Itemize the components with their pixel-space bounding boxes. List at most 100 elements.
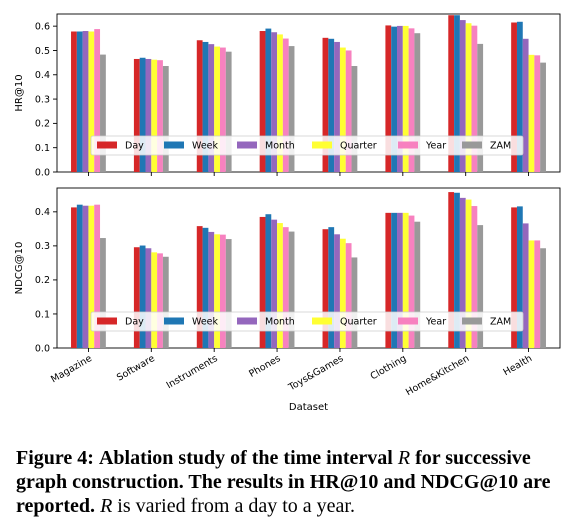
bar-month bbox=[82, 31, 89, 173]
bar-year bbox=[157, 253, 163, 348]
bar-week bbox=[328, 38, 335, 172]
legend-label-quarter: Quarter bbox=[340, 317, 377, 328]
x-tick-label: Instruments bbox=[165, 353, 220, 391]
bar-quarter bbox=[339, 238, 346, 348]
legend: Day Week Month Quarter Year ZAM bbox=[90, 311, 524, 332]
bar-quarter bbox=[277, 223, 283, 348]
legend-swatch-day bbox=[97, 317, 117, 325]
bar-zam bbox=[351, 66, 358, 172]
bar-day bbox=[511, 22, 517, 173]
y-tick-label: 0.1 bbox=[35, 309, 50, 320]
bar-quarter bbox=[88, 205, 95, 348]
caption-text-1: Ablation study of the time interval bbox=[98, 447, 393, 469]
y-tick-label: 0.2 bbox=[35, 119, 50, 130]
y-tick-label: 0.5 bbox=[35, 46, 50, 57]
bar-zam bbox=[225, 239, 232, 348]
bar-day bbox=[71, 207, 77, 348]
bar-quarter bbox=[528, 54, 535, 172]
legend-swatch-quarter bbox=[312, 317, 332, 325]
figure: 0.0 0.1 0.2 0.3 0.4 0.5 0.6 HR@10 Day Week Month Qu… bbox=[14, 13, 561, 413]
bar-week bbox=[391, 26, 398, 172]
bar-zam bbox=[540, 248, 546, 348]
bar-week bbox=[328, 227, 335, 348]
bar-zam bbox=[225, 51, 232, 172]
plot-frame bbox=[56, 13, 561, 173]
bar-week bbox=[454, 192, 460, 348]
legend-swatch-zam bbox=[462, 317, 482, 325]
bar-zam bbox=[288, 231, 295, 348]
bar-day bbox=[322, 37, 329, 173]
bar-year bbox=[534, 55, 541, 173]
bar-quarter bbox=[277, 34, 283, 173]
bar-day bbox=[71, 31, 77, 172]
legend-label-day: Day bbox=[125, 141, 144, 152]
bar-quarter bbox=[214, 46, 220, 172]
plot-frame bbox=[56, 187, 561, 349]
bar-week bbox=[139, 245, 146, 348]
caption-text-2: for successive graph construction. The r… bbox=[16, 447, 551, 517]
legend-label-zam: ZAM bbox=[490, 141, 511, 152]
bar-month bbox=[334, 41, 340, 173]
bar-week bbox=[454, 15, 460, 173]
legend-box bbox=[90, 135, 524, 156]
bar-year bbox=[282, 38, 289, 173]
bar-zam bbox=[100, 238, 106, 348]
bar-week bbox=[265, 214, 272, 348]
bar-month bbox=[522, 38, 529, 172]
y-tick-label: 0.0 bbox=[35, 343, 50, 354]
bar-week bbox=[139, 57, 146, 172]
legend-swatch-week bbox=[164, 141, 184, 149]
bar-day bbox=[133, 247, 140, 348]
bar-quarter bbox=[402, 212, 409, 348]
bar-week bbox=[516, 21, 523, 173]
legend: Day Week Month Quarter Year ZAM bbox=[90, 135, 524, 156]
legend-label-week: Week bbox=[192, 317, 219, 328]
bar-zam bbox=[162, 66, 169, 172]
legend-label-week: Week bbox=[192, 141, 219, 152]
bar-zam bbox=[288, 46, 295, 173]
chart-panel-1: 0.0 0.1 0.2 0.3 0.4 0.5 0.6 HR@10 Day Week Month Qu… bbox=[14, 13, 561, 178]
bar-month bbox=[82, 205, 89, 348]
bar-week bbox=[76, 204, 83, 348]
x-tick-label: Software bbox=[115, 353, 157, 384]
bar-day bbox=[322, 229, 329, 348]
bar-year bbox=[471, 206, 478, 348]
x-tick-label: Home&Kitchen bbox=[404, 353, 471, 398]
y-tick-label: 0.3 bbox=[35, 94, 50, 105]
legend-swatch-month bbox=[237, 317, 257, 325]
bar-year bbox=[94, 29, 101, 172]
caption-variable-2: R bbox=[100, 495, 113, 517]
bar-month bbox=[208, 44, 215, 172]
bar-day bbox=[259, 216, 266, 348]
legend-swatch-month bbox=[237, 141, 257, 149]
bar-year bbox=[471, 25, 478, 172]
legend-label-year: Year bbox=[425, 317, 446, 328]
bar-zam bbox=[414, 221, 421, 348]
bar-week bbox=[391, 212, 398, 348]
bar-quarter bbox=[88, 31, 95, 172]
bar-month bbox=[459, 20, 466, 173]
y-tick-label: 0.0 bbox=[35, 167, 50, 178]
x-tick-label: Phones bbox=[247, 353, 282, 380]
bar-year bbox=[345, 50, 352, 172]
bar-year bbox=[94, 204, 101, 348]
y-tick-label: 0.3 bbox=[35, 241, 50, 252]
bar-zam bbox=[351, 257, 358, 348]
bar-day bbox=[511, 207, 517, 348]
bar-day bbox=[448, 15, 455, 173]
bar-day bbox=[385, 25, 392, 172]
bar-week bbox=[265, 28, 272, 173]
bar-year bbox=[534, 240, 541, 348]
legend-label-month: Month bbox=[265, 317, 295, 328]
bar-year bbox=[157, 60, 163, 172]
y-axis-title: NDCG@10 bbox=[14, 242, 25, 295]
bar-year bbox=[219, 47, 226, 172]
bar-zam bbox=[477, 225, 484, 348]
bar-month bbox=[145, 248, 152, 348]
bar-day bbox=[196, 40, 203, 173]
bar-month bbox=[522, 223, 529, 348]
bar-month bbox=[145, 58, 152, 172]
y-tick-label: 0.2 bbox=[35, 275, 50, 286]
bar-day bbox=[133, 58, 140, 172]
y-tick-label: 0.4 bbox=[35, 70, 50, 81]
